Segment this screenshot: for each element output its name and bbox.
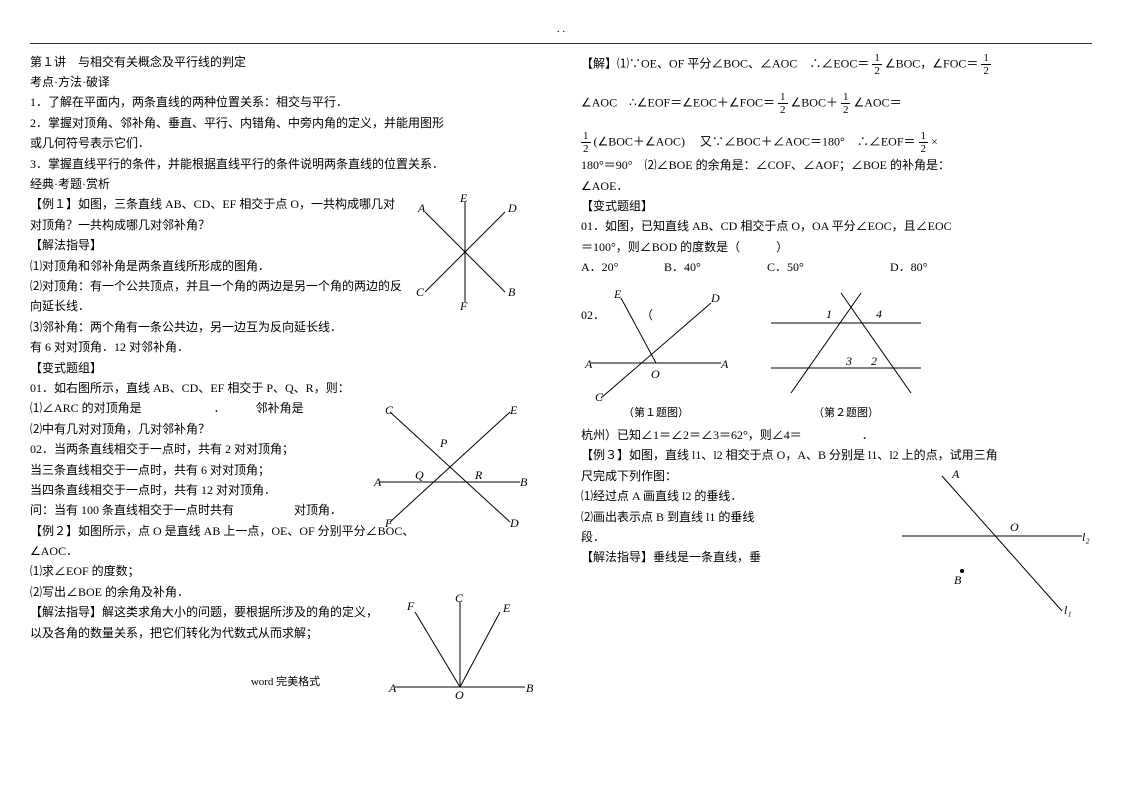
- frac-5: 12: [581, 130, 591, 155]
- opt-a: A．20°: [581, 257, 661, 277]
- lbl-B: B: [508, 285, 516, 299]
- lbl-C: C: [416, 285, 425, 299]
- lbl-Q: Q: [415, 468, 424, 482]
- l02: 考点·方法·破译: [30, 72, 541, 92]
- caption-1: （第１题图）: [581, 404, 731, 423]
- r02c: ∠AOC＝: [853, 95, 901, 109]
- lbl-1: 1: [826, 307, 832, 321]
- lbl-E4: E: [613, 287, 622, 301]
- lbl-l2: l₂: [1082, 530, 1090, 544]
- right-column: 【解】⑴∵OE、OF 平分∠BOC、∠AOC ∴∠EOC＝ 12 ∠BOC，∠F…: [581, 52, 1092, 692]
- r01: 【解】⑴∵OE、OF 平分∠BOC、∠AOC ∴∠EOC＝ 12 ∠BOC，∠F…: [581, 52, 1092, 77]
- lbl-E: E: [459, 191, 468, 205]
- l16: 【变式题组】: [30, 358, 541, 378]
- r17: 【解法指导】垂线是一条直线，垂: [581, 547, 882, 567]
- left-column: 第１讲 与相交有关概念及平行线的判定 考点·方法·破译 1．了解在平面内，两条直…: [30, 52, 541, 692]
- l17: 01．如右图所示，直线 AB、CD、EF 相交于 P、Q、R，则：: [30, 378, 541, 398]
- r01b: ∠BOC，∠FOC＝: [885, 56, 979, 70]
- lbl-3: 3: [845, 354, 852, 368]
- r05: ∠AOE．: [581, 176, 1092, 196]
- frac-2: 12: [981, 52, 991, 77]
- r03c: ×: [931, 134, 938, 148]
- r08: ＝100°，则∠BOD 的度数是（ ）: [581, 237, 1092, 257]
- top-marker: . .: [30, 20, 1092, 39]
- l01: 第１讲 与相交有关概念及平行线的判定: [30, 52, 541, 72]
- caption-2: （第２题图）: [761, 404, 931, 423]
- r03: 12 (∠BOC＋∠AOC) 又∵∠BOC＋∠AOC＝180° ∴∠EOF＝ 1…: [581, 130, 1092, 155]
- lbl-E2: E: [509, 403, 518, 417]
- r12: 【例３】如图，直线 l1、l2 相交于点 O，A、B 分别是 l1、l2 上的点…: [581, 445, 1092, 465]
- frac-6: 12: [919, 130, 929, 155]
- lbl-O6: O: [1010, 520, 1019, 534]
- r09: A．20° B．40° C．50° D．80°: [581, 257, 1092, 277]
- r02: ∠AOC ∴∠EOF＝∠EOC＋∠FOC＝ 12 ∠BOC＋ 12 ∠AOC＝: [581, 91, 1092, 116]
- r15: ⑵画出表示点 B 到直线 l1 的垂线: [581, 507, 882, 527]
- l14: ⑶邻补角：两个角有一条公共边，另一边互为反向延长线．: [30, 317, 541, 337]
- lbl-C4: C: [595, 390, 604, 404]
- l25: ∠AOC．: [30, 541, 541, 561]
- example3-row: 尺完成下列作图： ⑴经过点 A 画直线 l2 的垂线． ⑵画出表示点 B 到直线…: [581, 466, 1092, 622]
- frac-1: 12: [872, 52, 882, 77]
- r11: 杭州）已知∠1＝∠2＝∠3＝62°，则∠4＝ ．: [581, 425, 1092, 445]
- figure-6: A B O l₂ l₁: [892, 466, 1092, 622]
- lbl-P: P: [439, 436, 448, 450]
- lbl-B3: B: [526, 681, 534, 695]
- lbl-D2: D: [509, 516, 519, 530]
- r13: 尺完成下列作图：: [581, 466, 882, 486]
- lbl-4: 4: [876, 307, 882, 321]
- lbl-C2: C: [385, 403, 394, 417]
- l03: 1．了解在平面内，两条直线的两种位置关系：相交与平行．: [30, 92, 541, 112]
- r01a: 【解】⑴∵OE、OF 平分∠BOC、∠AOC ∴∠EOC＝: [581, 56, 869, 70]
- opt-c: C．50°: [767, 257, 887, 277]
- lbl-2: 2: [871, 354, 877, 368]
- frac-3: 12: [778, 91, 788, 116]
- lbl-A6: A: [951, 467, 960, 481]
- page-columns: 第１讲 与相交有关概念及平行线的判定 考点·方法·破译 1．了解在平面内，两条直…: [30, 43, 1092, 692]
- r03a: (∠BOC＋∠AOC): [594, 134, 686, 148]
- opt-d: D．80°: [890, 257, 927, 277]
- r16: 段．: [581, 527, 882, 547]
- lbl-D: D: [507, 201, 517, 215]
- lbl-F: F: [459, 299, 468, 313]
- l05: 或几何符号表示它们．: [30, 133, 541, 153]
- r14: ⑴经过点 A 画直线 l2 的垂线．: [581, 486, 882, 506]
- r02a: ∠AOC ∴∠EOF＝∠EOC＋∠FOC＝: [581, 95, 775, 109]
- figure-5-wrap: 1 4 3 2 （第２题图）: [761, 288, 931, 423]
- r06: 【变式题组】: [581, 196, 1092, 216]
- lbl-A3: A: [388, 681, 397, 695]
- lbl-A2: A: [373, 475, 382, 489]
- figure-5: 1 4 3 2: [761, 288, 931, 398]
- l06: 3．掌握直线平行的条件，并能根据直线平行的条件说明两条直线的位置关系．: [30, 154, 541, 174]
- figure-3: A B O F C E: [385, 592, 535, 708]
- lbl-R: R: [474, 468, 483, 482]
- l26: ⑴求∠EOF 的度数；: [30, 561, 541, 581]
- l15: 有 6 对对顶角．12 对邻补角．: [30, 337, 541, 357]
- lbl-O3: O: [455, 688, 464, 702]
- frac-4: 12: [841, 91, 851, 116]
- lbl-D4: D: [710, 291, 720, 305]
- example3-text: 尺完成下列作图： ⑴经过点 A 画直线 l2 的垂线． ⑵画出表示点 B 到直线…: [581, 466, 882, 622]
- opt-b: B．40°: [664, 257, 764, 277]
- lbl-B2: B: [520, 475, 528, 489]
- lbl-C3: C: [455, 591, 464, 605]
- lbl-l1: l₁: [1064, 603, 1072, 617]
- r03b: 又∵∠BOC＋∠AOC＝180° ∴∠EOF＝: [688, 134, 915, 148]
- lbl-A4: A: [584, 357, 593, 371]
- r04: 180°＝90° ⑵∠BOE 的余角是：∠COF、∠AOF；∠BOE 的补角是：: [581, 155, 1092, 175]
- figure-2: C E A B F D P Q R: [370, 402, 530, 538]
- lbl-A: A: [417, 201, 426, 215]
- lbl-A4b: A: [720, 357, 729, 371]
- r02b: ∠BOC＋: [791, 95, 838, 109]
- r07: 01．如图，已知直线 AB、CD 相交于点 O，OA 平分∠EOC，且∠EOC: [581, 216, 1092, 236]
- lbl-F3: F: [406, 599, 415, 613]
- lbl-E3: E: [502, 601, 511, 615]
- lbl-O4: O: [651, 367, 660, 381]
- l04: 2．掌握对顶角、邻补角、垂直、平行、内错角、中旁内角的定义，并能用图形: [30, 113, 541, 133]
- lbl-F2: F: [384, 516, 393, 530]
- figure-1: A E D C F B: [410, 192, 520, 318]
- lbl-B6: B: [954, 573, 962, 587]
